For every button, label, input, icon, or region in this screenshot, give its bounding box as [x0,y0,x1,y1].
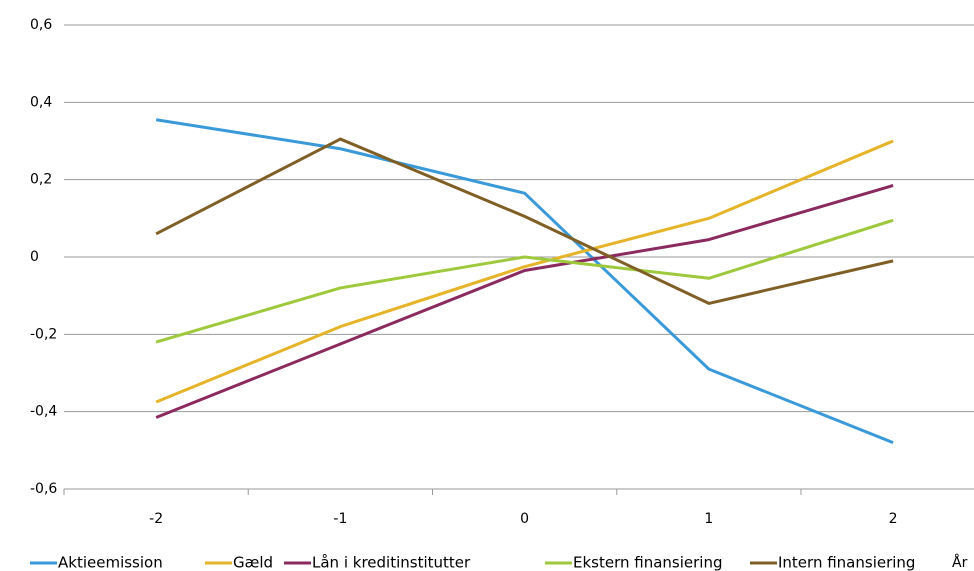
y-tick-label: 0 [30,249,39,265]
x-axis-label: År [952,554,968,571]
legend-label: Gæld [233,554,273,571]
x-tick-label: -2 [149,511,163,527]
series-line [155,139,894,404]
x-tick-label: 2 [889,511,898,527]
y-tick-label: -0,2 [30,326,57,342]
legend-label: Aktieemission [58,554,163,571]
y-tick-label: -0,6 [30,481,57,497]
legend-label: Ekstern finansiering [573,554,723,571]
y-tick-label: -0,4 [30,404,57,420]
x-tick-label: 0 [520,511,529,527]
x-tick-label: 1 [704,511,713,527]
series-line [155,137,894,305]
y-tick-label: 0,2 [30,172,52,188]
x-tick-label: -1 [333,511,347,527]
y-tick-label: 0,6 [30,17,52,33]
series-line [155,218,894,344]
y-tick-label: 0,4 [30,94,52,110]
series-line [155,118,894,444]
legend-label: Lån i kreditinstitutter [312,554,471,571]
legend-label: Intern finansiering [778,554,915,571]
series-line [155,184,894,419]
